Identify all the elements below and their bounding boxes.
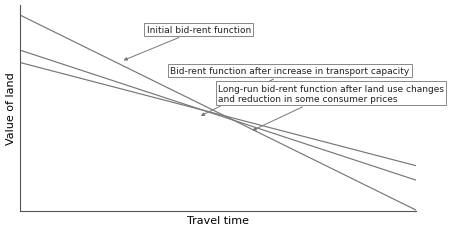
Y-axis label: Value of land: Value of land — [6, 72, 15, 145]
Text: Long-run bid-rent function after land use changes
and reduction in some consumer: Long-run bid-rent function after land us… — [218, 84, 444, 131]
X-axis label: Travel time: Travel time — [187, 216, 249, 225]
Text: Bid-rent function after increase in transport capacity: Bid-rent function after increase in tran… — [170, 67, 410, 116]
Text: Initial bid-rent function: Initial bid-rent function — [124, 26, 251, 61]
